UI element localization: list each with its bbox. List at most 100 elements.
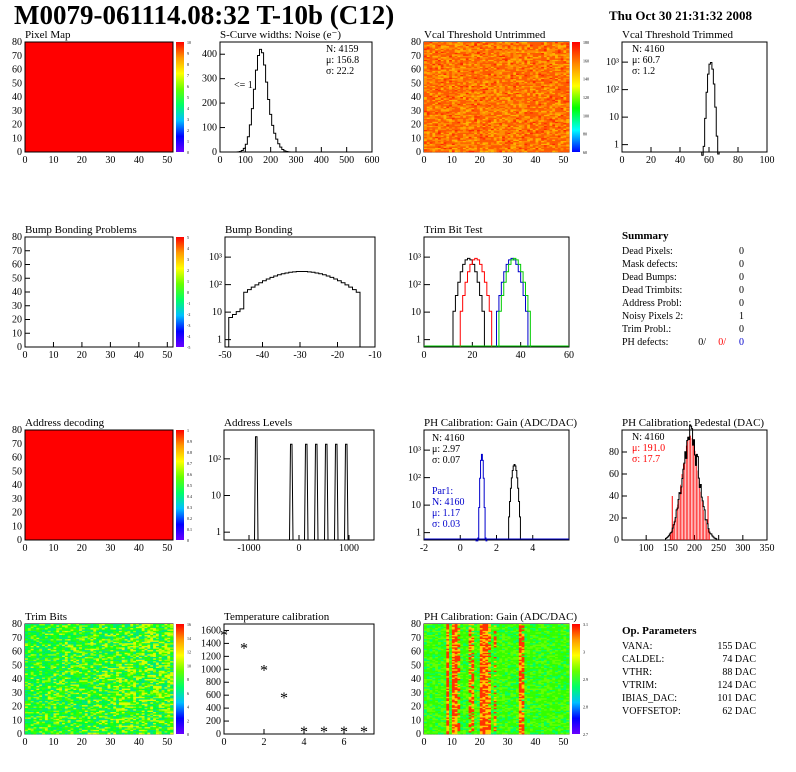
- heatmap-cell: [518, 150, 522, 153]
- heatmap-cell: [510, 64, 514, 66]
- heatmap-cell: [524, 105, 528, 107]
- heatmap-cell: [463, 121, 467, 124]
- heatmap-cell: [496, 48, 500, 51]
- heatmap-cell: [543, 119, 547, 121]
- heatmap-cell: [549, 113, 553, 116]
- heatmap-cell: [538, 68, 542, 70]
- heatmap-cell: [479, 119, 483, 121]
- heatmap-cell: [499, 64, 503, 66]
- heatmap-cell: [532, 95, 536, 98]
- heatmap-cell: [443, 98, 447, 101]
- heatmap-cell: [471, 48, 475, 51]
- heatmap-cell: [524, 86, 528, 88]
- heatmap-cell: [521, 48, 525, 51]
- heatmap-cell: [463, 97, 467, 99]
- heatmap-cell: [538, 117, 542, 120]
- heatmap-cell: [482, 50, 486, 52]
- heatmap-cell: [435, 42, 439, 44]
- heatmap-cell: [454, 65, 458, 68]
- heatmap-cell: [460, 87, 464, 90]
- heatmap-cell: [429, 62, 433, 65]
- heatmap-cell: [502, 58, 506, 61]
- heatmap-cell: [546, 113, 550, 116]
- heatmap-cell: [538, 98, 542, 101]
- heatmap-cell: [479, 114, 483, 117]
- heatmap-cell: [535, 121, 539, 124]
- heatmap-cell: [465, 98, 469, 101]
- heatmap-cell: [457, 58, 461, 61]
- heatmap-cell: [549, 103, 553, 106]
- heatmap-cell: [493, 42, 497, 44]
- heatmap-cell: [488, 59, 492, 62]
- y-tick-label: 50: [12, 273, 22, 284]
- heatmap-cell: [465, 105, 469, 107]
- heatmap-cell: [496, 79, 500, 81]
- heatmap-cell: [518, 65, 522, 68]
- heatmap-cell: [488, 103, 492, 106]
- heatmap-cell: [485, 110, 489, 113]
- heatmap-cell: [543, 113, 547, 116]
- heatmap-cell: [465, 55, 469, 58]
- heatmap-cell: [474, 87, 478, 90]
- heatmap-cell: [424, 42, 428, 44]
- heatmap-cell: [527, 43, 531, 46]
- heatmap-cell: [555, 88, 559, 91]
- heatmap-cell: [488, 108, 492, 110]
- heatmap-cell: [563, 92, 567, 95]
- heatmap-cell: [552, 103, 556, 106]
- heatmap-cell: [432, 123, 436, 125]
- heatmap-cell: [555, 113, 559, 116]
- heatmap-cell: [435, 73, 439, 76]
- heatmap-cell: [437, 101, 442, 103]
- heatmap-cell: [538, 50, 542, 52]
- z-tick-label: 0: [187, 290, 189, 295]
- heatmap-cell: [443, 84, 447, 87]
- heatmap-cell: [521, 50, 525, 52]
- heatmap-cell: [516, 75, 520, 77]
- heatmap-cell: [518, 81, 522, 84]
- heatmap-cell: [516, 80, 520, 83]
- heatmap-cell: [482, 99, 486, 102]
- heatmap-cell: [521, 102, 525, 105]
- heatmap-cell: [485, 53, 489, 55]
- heatmap-cell: [507, 59, 511, 62]
- heatmap-cell: [552, 80, 556, 83]
- heatmap-cell: [424, 112, 428, 114]
- heatmap-cell: [529, 53, 534, 55]
- heatmap-cell: [476, 47, 481, 50]
- heatmap-cell: [482, 77, 486, 80]
- heatmap-cell: [460, 53, 464, 55]
- heatmap-cell: [521, 42, 525, 44]
- heatmap-cell: [532, 44, 536, 47]
- heatmap-cell: [451, 46, 455, 48]
- summary-value: 1: [739, 311, 744, 322]
- z-tick-label: 140: [583, 77, 589, 82]
- heatmap-cell: [499, 43, 503, 46]
- heatmap-cell: [485, 80, 489, 83]
- heatmap-cell: [449, 101, 453, 103]
- heatmap-cell: [474, 58, 478, 61]
- heatmap-cell: [516, 86, 520, 88]
- heatmap-cell: [560, 120, 564, 123]
- x-tick-label: 20: [77, 543, 87, 554]
- heatmap-cell: [451, 87, 455, 90]
- heatmap-cell: [485, 87, 489, 90]
- heatmap-cell: [437, 113, 442, 116]
- heatmap-cell: [471, 47, 475, 50]
- x-tick-label: 50: [162, 155, 172, 166]
- heatmap-cell: [424, 50, 428, 52]
- heatmap-cell: [465, 68, 469, 70]
- heatmap-cell: [518, 69, 522, 72]
- heatmap-cell: [429, 97, 433, 99]
- heatmap-cell: [429, 53, 433, 55]
- heatmap-cell: [449, 55, 453, 58]
- heatmap-cell: [552, 50, 556, 52]
- heatmap-cell: [474, 77, 478, 80]
- heatmap-cell: [446, 51, 450, 54]
- heatmap-cell: [437, 76, 442, 79]
- heatmap-cell: [446, 84, 450, 87]
- heatmap-cell: [471, 120, 475, 123]
- heatmap-cell: [502, 54, 506, 57]
- heatmap-cell: [449, 43, 453, 46]
- heatmap-cell: [482, 113, 486, 116]
